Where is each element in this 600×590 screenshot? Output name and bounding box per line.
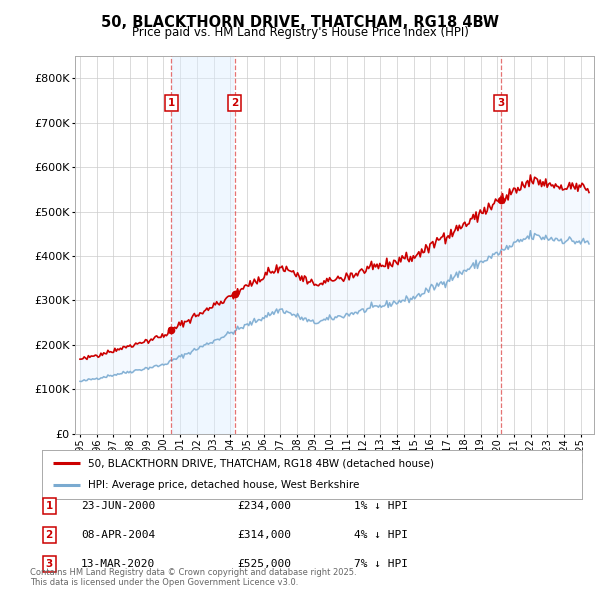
Text: 23-JUN-2000: 23-JUN-2000 [81,502,155,511]
Text: 50, BLACKTHORN DRIVE, THATCHAM, RG18 4BW: 50, BLACKTHORN DRIVE, THATCHAM, RG18 4BW [101,15,499,30]
Text: 7% ↓ HPI: 7% ↓ HPI [354,559,408,569]
Text: 3: 3 [46,559,53,569]
Text: 2: 2 [46,530,53,540]
Text: HPI: Average price, detached house, West Berkshire: HPI: Average price, detached house, West… [88,480,359,490]
Text: £234,000: £234,000 [237,502,291,511]
Text: 1% ↓ HPI: 1% ↓ HPI [354,502,408,511]
Text: 1: 1 [46,502,53,511]
Text: 50, BLACKTHORN DRIVE, THATCHAM, RG18 4BW (detached house): 50, BLACKTHORN DRIVE, THATCHAM, RG18 4BW… [88,458,434,468]
Text: 08-APR-2004: 08-APR-2004 [81,530,155,540]
Text: 2: 2 [231,98,238,108]
Text: £525,000: £525,000 [237,559,291,569]
Text: 3: 3 [497,98,504,108]
Text: Price paid vs. HM Land Registry's House Price Index (HPI): Price paid vs. HM Land Registry's House … [131,26,469,39]
Text: £314,000: £314,000 [237,530,291,540]
Text: 1: 1 [168,98,175,108]
Text: 13-MAR-2020: 13-MAR-2020 [81,559,155,569]
Text: Contains HM Land Registry data © Crown copyright and database right 2025.
This d: Contains HM Land Registry data © Crown c… [30,568,356,587]
Text: 4% ↓ HPI: 4% ↓ HPI [354,530,408,540]
